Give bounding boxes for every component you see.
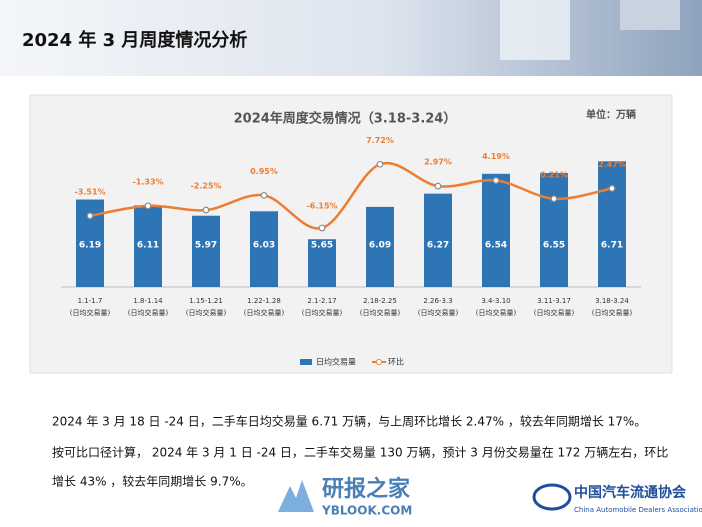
x-tick-sublabel: (日均交易量) [360,308,401,317]
line-value-label: 0.21% [540,170,568,179]
page-title: 2024 年 3 月周度情况分析 [22,29,247,51]
bar-value-label: 6.27 [427,241,449,251]
logo-icon [532,483,572,511]
x-tick-sublabel: (日均交易量) [302,308,343,317]
header-cube [620,0,680,30]
line-value-label: 4.19% [482,152,510,161]
paragraph: 按可比口径计算， 2024 年 3 月 1 日 -24 日，二手车交易量 130… [52,445,668,460]
legend-label: 日均交易量 [316,357,356,367]
x-tick-label: 2.18-2.25 [363,297,397,305]
legend-swatch [300,359,312,365]
x-tick-label: 3.18-3.24 [595,297,629,305]
line-value-label: 2.97% [424,158,452,167]
watermark-name: 研报之家 [322,476,411,502]
x-tick-sublabel: (日均交易量) [418,308,459,317]
x-tick-sublabel: (日均交易量) [534,308,575,317]
legend-label: 环比 [388,357,404,367]
chart-title: 2024年周度交易情况（3.18-3.24） [234,111,457,127]
logo: 中国汽车流通协会 China Automobile Dealers Associ… [532,483,702,514]
header-cube [500,0,570,60]
bar [308,239,336,287]
line-point [260,191,268,199]
bar [540,173,568,287]
line-value-label: 0.95% [250,167,278,176]
bar [366,206,394,287]
line-point [202,206,210,214]
line-value-label: -6.15% [306,201,337,210]
line-point [86,212,94,220]
paragraph: 2024 年 3 月 18 日 -24 日，二手车日均交易量 6.71 万辆，与… [52,414,646,429]
body-text: 2024 年 3 月 18 日 -24 日，二手车日均交易量 6.71 万辆，与… [52,414,668,489]
bar [598,161,626,287]
logo-name: 中国汽车流通协会 [574,484,687,501]
bar-value-label: 6.09 [369,241,391,251]
bar [250,211,278,287]
bar [192,215,220,287]
line-value-label: 2.47% [598,160,626,169]
legend-swatch [376,359,382,365]
x-tick-sublabel: (日均交易量) [70,308,111,317]
x-tick-sublabel: (日均交易量) [476,308,517,317]
line-value-label: 7.72% [366,136,394,145]
bar-value-label: 5.65 [311,241,333,251]
bar-value-label: 6.19 [79,241,101,251]
line-point [144,202,152,210]
bar [424,193,452,287]
line-point [376,160,384,168]
bar-value-label: 6.54 [485,241,507,251]
line [89,161,613,230]
header-band [0,0,702,76]
x-tick-sublabel: (日均交易量) [244,308,285,317]
line-point [608,184,616,192]
paragraph: 增长 43% ，较去年同期增长 9.7%。 [52,474,253,489]
x-tick-label: 2.1-2.17 [307,297,336,305]
x-tick-sublabel: (日均交易量) [186,308,227,317]
x-tick-label: 3.11-3.17 [537,297,571,305]
unit-label: 单位：万辆 [586,108,636,121]
bar-value-label: 6.71 [601,241,623,251]
line-point [434,182,442,190]
bar [134,205,162,287]
line-value-label: -3.51% [74,187,105,196]
line-point [550,195,558,203]
watermark-url: YBLOOK.COM [321,504,412,518]
x-tick-label: 3.4-3.10 [481,297,510,305]
bar [482,173,510,287]
x-tick-label: 1.15-1.21 [189,297,223,305]
x-tick-label: 1.8-1.14 [133,297,163,305]
plot: 1.1-1.7 (日均交易量) 1.8-1.14 (日均交易量) 1.15-1.21 (日… [61,136,641,367]
x-tick-sublabel: (日均交易量) [128,308,169,317]
bar-value-label: 6.55 [543,241,565,251]
watermark-icon [278,480,314,512]
bar-value-label: 6.11 [137,241,159,251]
bar-value-label: 5.97 [195,241,217,251]
line-point [318,224,326,232]
x-tick-sublabel: (日均交易量) [592,308,633,317]
logo-english: China Automobile Dealers Association [574,506,702,514]
chart-panel [29,94,673,374]
line-value-label: -2.25% [190,182,221,191]
x-tick-label: 1.22-1.28 [247,297,281,305]
x-tick-label: 2.26-3.3 [423,297,452,305]
line-point [492,177,500,184]
bar-value-label: 6.03 [253,241,275,251]
line-value-label: -1.33% [132,177,163,186]
watermark: 研报之家 YBLOOK.COM [278,476,412,518]
x-tick-label: 1.1-1.7 [78,297,103,305]
